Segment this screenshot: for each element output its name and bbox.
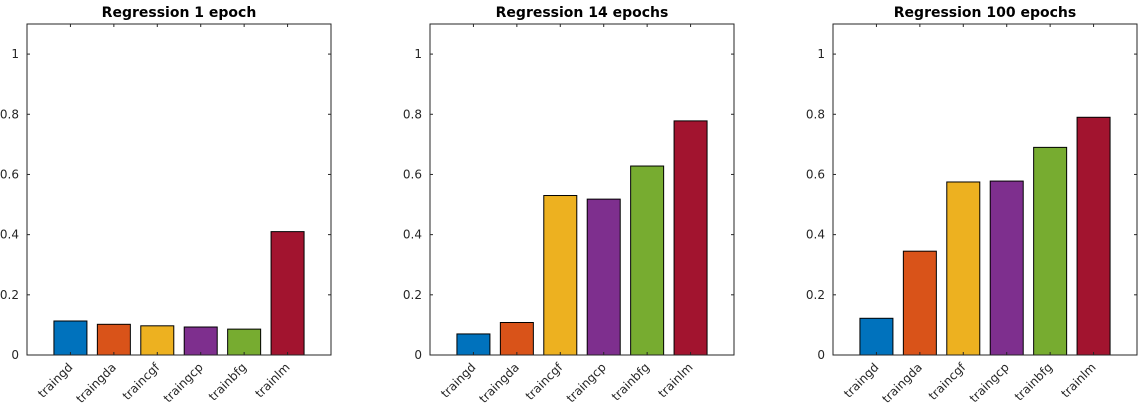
y-tick-label: 0.6 <box>0 167 19 181</box>
x-tick-label-traingcp: traingcp <box>967 360 1012 405</box>
bar-traingda <box>96 323 131 356</box>
x-tick-label-traingcp: traingcp <box>161 360 206 405</box>
bar-trainbfg <box>1033 146 1068 356</box>
bar-traingcp <box>586 198 621 356</box>
x-tick-label-traincgf: traincgf <box>523 360 566 403</box>
plot-frame <box>832 23 1138 356</box>
x-tick-label-traingcp: traingcp <box>564 360 609 405</box>
bar-traingcp <box>183 326 218 356</box>
chart-title: Regression 100 epochs <box>894 5 1076 21</box>
y-tick-label: 0 <box>817 348 825 362</box>
bar-trainlm <box>673 120 708 356</box>
x-tick-label-traingd: traingd <box>35 360 75 400</box>
x-tick-label-trainlm: trainlm <box>252 360 292 400</box>
y-tick-label: 0 <box>11 348 19 362</box>
bar-traingd <box>859 317 894 356</box>
y-tick-label: 0.2 <box>403 288 422 302</box>
bar-trainlm <box>270 231 305 356</box>
bar-trainbfg <box>227 328 262 356</box>
y-tick-label: 0 <box>414 348 422 362</box>
x-tick-label-trainlm: trainlm <box>655 360 695 400</box>
chart-title: Regression 14 epochs <box>496 5 669 21</box>
x-tick-label-traingd: traingd <box>841 360 881 400</box>
plot-frame <box>26 23 332 356</box>
bar-traingda <box>499 322 534 356</box>
chart-title: Regression 1 epoch <box>102 5 257 21</box>
x-tick-label-traingd: traingd <box>438 360 478 400</box>
x-tick-label-trainbfg: trainbfg <box>206 360 249 403</box>
y-tick-label: 0.4 <box>403 228 422 242</box>
x-tick-label-traincgf: traincgf <box>926 360 969 403</box>
bar-traincgf <box>543 195 578 356</box>
y-tick-label: 0.6 <box>403 167 422 181</box>
x-tick-label-trainbfg: trainbfg <box>609 360 652 403</box>
y-tick-label: 0.2 <box>806 288 825 302</box>
y-tick-label: 1 <box>414 47 422 61</box>
y-tick-label: 1 <box>817 47 825 61</box>
x-tick-label-trainlm: trainlm <box>1058 360 1098 400</box>
x-tick-label-traincgf: traincgf <box>120 360 163 403</box>
plot-frame <box>429 23 735 356</box>
x-tick-label-traingda: traingda <box>73 360 119 406</box>
x-tick-label-traingda: traingda <box>476 360 522 406</box>
x-tick-label-traingda: traingda <box>879 360 925 406</box>
y-tick-label: 0.8 <box>403 107 422 121</box>
bar-traingda <box>902 250 937 356</box>
bar-traingd <box>456 333 491 356</box>
bar-traingd <box>53 320 88 356</box>
bar-trainlm <box>1076 116 1111 356</box>
y-tick-label: 1 <box>11 47 19 61</box>
bar-trainbfg <box>630 165 665 356</box>
y-tick-label: 0.6 <box>806 167 825 181</box>
x-tick-label-trainbfg: trainbfg <box>1012 360 1055 403</box>
y-tick-label: 0.8 <box>806 107 825 121</box>
bar-traincgf <box>140 325 175 356</box>
bar-traincgf <box>946 181 981 356</box>
y-tick-label: 0.4 <box>0 228 19 242</box>
y-tick-label: 0.2 <box>0 288 19 302</box>
y-tick-label: 0.8 <box>0 107 19 121</box>
y-tick-label: 0.4 <box>806 228 825 242</box>
bar-traingcp <box>989 180 1024 356</box>
